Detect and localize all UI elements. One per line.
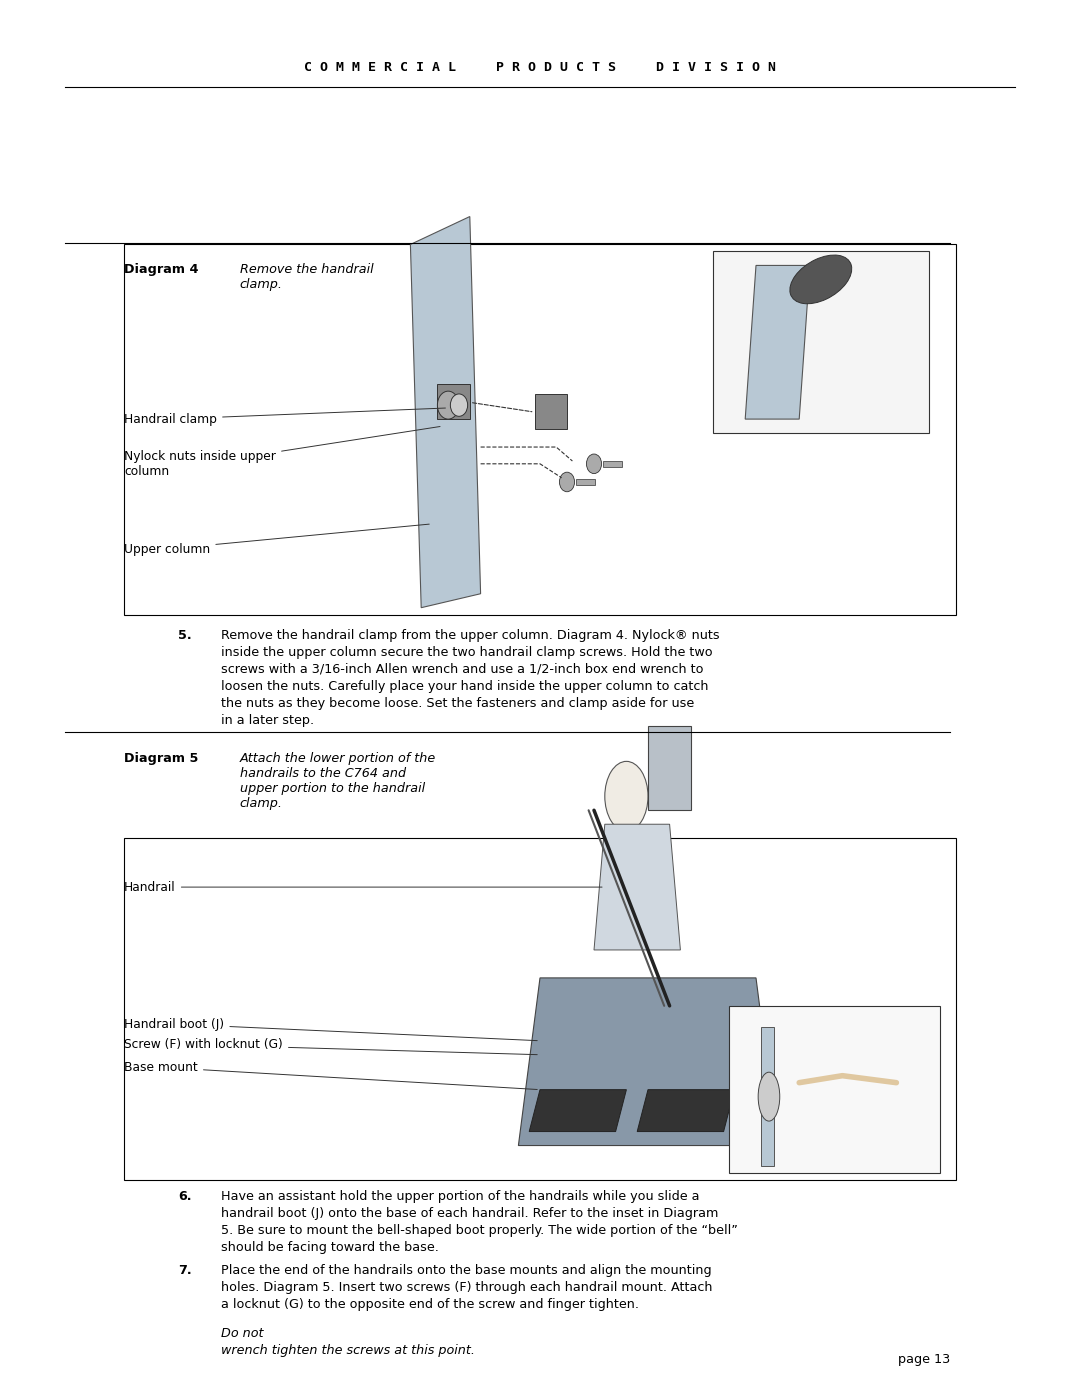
Text: 5.: 5.: [178, 629, 192, 641]
Bar: [535, 394, 567, 429]
Text: Have an assistant hold the upper portion of the handrails while you slide a
hand: Have an assistant hold the upper portion…: [221, 1190, 739, 1255]
Ellipse shape: [789, 256, 852, 303]
Text: Diagram 4: Diagram 4: [124, 263, 199, 275]
Circle shape: [559, 472, 575, 492]
Text: Handrail clamp: Handrail clamp: [124, 408, 445, 426]
Bar: [713, 251, 929, 433]
Polygon shape: [745, 265, 810, 419]
Text: Do not
wrench tighten the screws at this point.: Do not wrench tighten the screws at this…: [221, 1327, 475, 1356]
Text: Place the end of the handrails onto the base mounts and align the mounting
holes: Place the end of the handrails onto the …: [221, 1264, 713, 1312]
Text: Remove the handrail
clamp.: Remove the handrail clamp.: [240, 263, 374, 291]
Text: Handrail: Handrail: [124, 880, 602, 894]
Text: Remove the handrail clamp from the upper column. Diagram 4. Nylock® nuts
inside : Remove the handrail clamp from the upper…: [221, 629, 720, 726]
Text: page 13: page 13: [899, 1354, 950, 1366]
Polygon shape: [529, 1090, 626, 1132]
Polygon shape: [637, 1090, 734, 1132]
Text: C O M M E R C I A L     P R O D U C T S     D I V I S I O N: C O M M E R C I A L P R O D U C T S D I …: [303, 60, 777, 74]
Bar: [648, 726, 691, 810]
Polygon shape: [518, 978, 778, 1146]
Text: Nylock nuts inside upper
column: Nylock nuts inside upper column: [124, 426, 440, 478]
Bar: [603, 461, 622, 467]
Text: Diagram 5: Diagram 5: [124, 752, 199, 764]
Bar: [729, 1006, 940, 1173]
Bar: [761, 1027, 774, 1166]
Ellipse shape: [758, 1073, 780, 1120]
Circle shape: [450, 394, 468, 416]
Circle shape: [437, 391, 459, 419]
Bar: [124, 838, 956, 1180]
Polygon shape: [410, 217, 481, 608]
Text: Base mount: Base mount: [124, 1060, 537, 1090]
Text: Screw (F) with locknut (G): Screw (F) with locknut (G): [124, 1038, 537, 1055]
Bar: [124, 244, 956, 615]
Bar: [576, 479, 595, 485]
Text: Attach the lower portion of the
handrails to the C764 and
upper portion to the h: Attach the lower portion of the handrail…: [240, 752, 436, 810]
Circle shape: [586, 454, 602, 474]
Text: 6.: 6.: [178, 1190, 192, 1203]
Text: 7.: 7.: [178, 1264, 192, 1277]
Text: Handrail boot (J): Handrail boot (J): [124, 1017, 537, 1041]
Ellipse shape: [605, 761, 648, 831]
Bar: [437, 384, 470, 419]
Text: Upper column: Upper column: [124, 524, 429, 556]
Polygon shape: [594, 824, 680, 950]
